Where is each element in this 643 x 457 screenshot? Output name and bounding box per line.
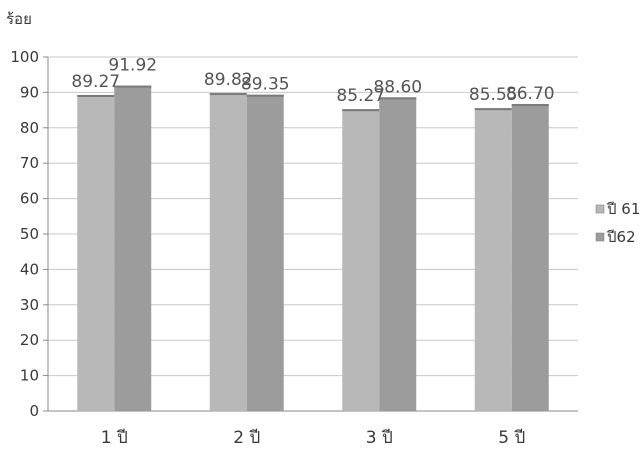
legend-swatch [595, 232, 605, 242]
legend: ปี 61 ปี62 [595, 200, 640, 246]
x-category-label: 5 ปี [498, 428, 525, 448]
y-tick-label: 80 [20, 119, 39, 137]
bar [209, 93, 247, 411]
data-label: 89.35 [241, 75, 290, 95]
bar-top-edge [114, 85, 152, 88]
data-label: 89.27 [71, 72, 120, 92]
legend-label: ปี62 [606, 228, 636, 246]
bar-top-edge [77, 94, 115, 97]
data-label: 91.92 [108, 56, 157, 76]
x-category-label: 2 ปี [233, 428, 260, 448]
bar [511, 104, 549, 411]
legend-swatch [595, 204, 605, 214]
bar-top-edge [342, 109, 380, 112]
x-category-label: 1 ปี [101, 428, 128, 448]
y-axis-label: ร้อย [6, 10, 32, 28]
data-label: 89.82 [204, 70, 253, 90]
x-category-label: 3 ปี [366, 428, 393, 448]
bar-top-edge [379, 97, 417, 100]
data-label: 86.70 [506, 84, 555, 104]
data-label: 88.60 [373, 77, 422, 97]
y-tick-label: 0 [29, 402, 39, 420]
bar [474, 108, 512, 411]
y-tick-label: 30 [20, 296, 39, 314]
y-tick-label: 90 [20, 83, 39, 101]
bar-top-edge [246, 94, 284, 97]
bar-top-edge [511, 104, 549, 107]
y-tick-label: 50 [20, 225, 39, 243]
bar-top-edge [209, 93, 247, 96]
bar [379, 97, 417, 411]
y-tick-label: 40 [20, 260, 39, 278]
bar [342, 109, 380, 412]
y-tick-label: 20 [20, 331, 39, 349]
y-tick-label: 10 [20, 367, 39, 385]
bar [114, 85, 152, 411]
y-tick-label: 70 [20, 154, 39, 172]
y-tick-label: 100 [10, 48, 39, 66]
bars [77, 85, 549, 412]
data-label: 85.55 [469, 85, 518, 105]
x-axis-categories: 1 ปี 2 ปี 3 ปี 5 ปี [101, 428, 526, 448]
y-tick-label: 60 [20, 190, 39, 208]
y-axis-ticks: 0 10 20 30 40 50 60 70 80 90 100 [10, 48, 49, 420]
data-label: 85.27 [336, 86, 385, 106]
legend-label: ปี 61 [606, 200, 640, 218]
bar [246, 94, 284, 412]
bar-top-edge [474, 108, 512, 111]
bar [77, 94, 115, 412]
